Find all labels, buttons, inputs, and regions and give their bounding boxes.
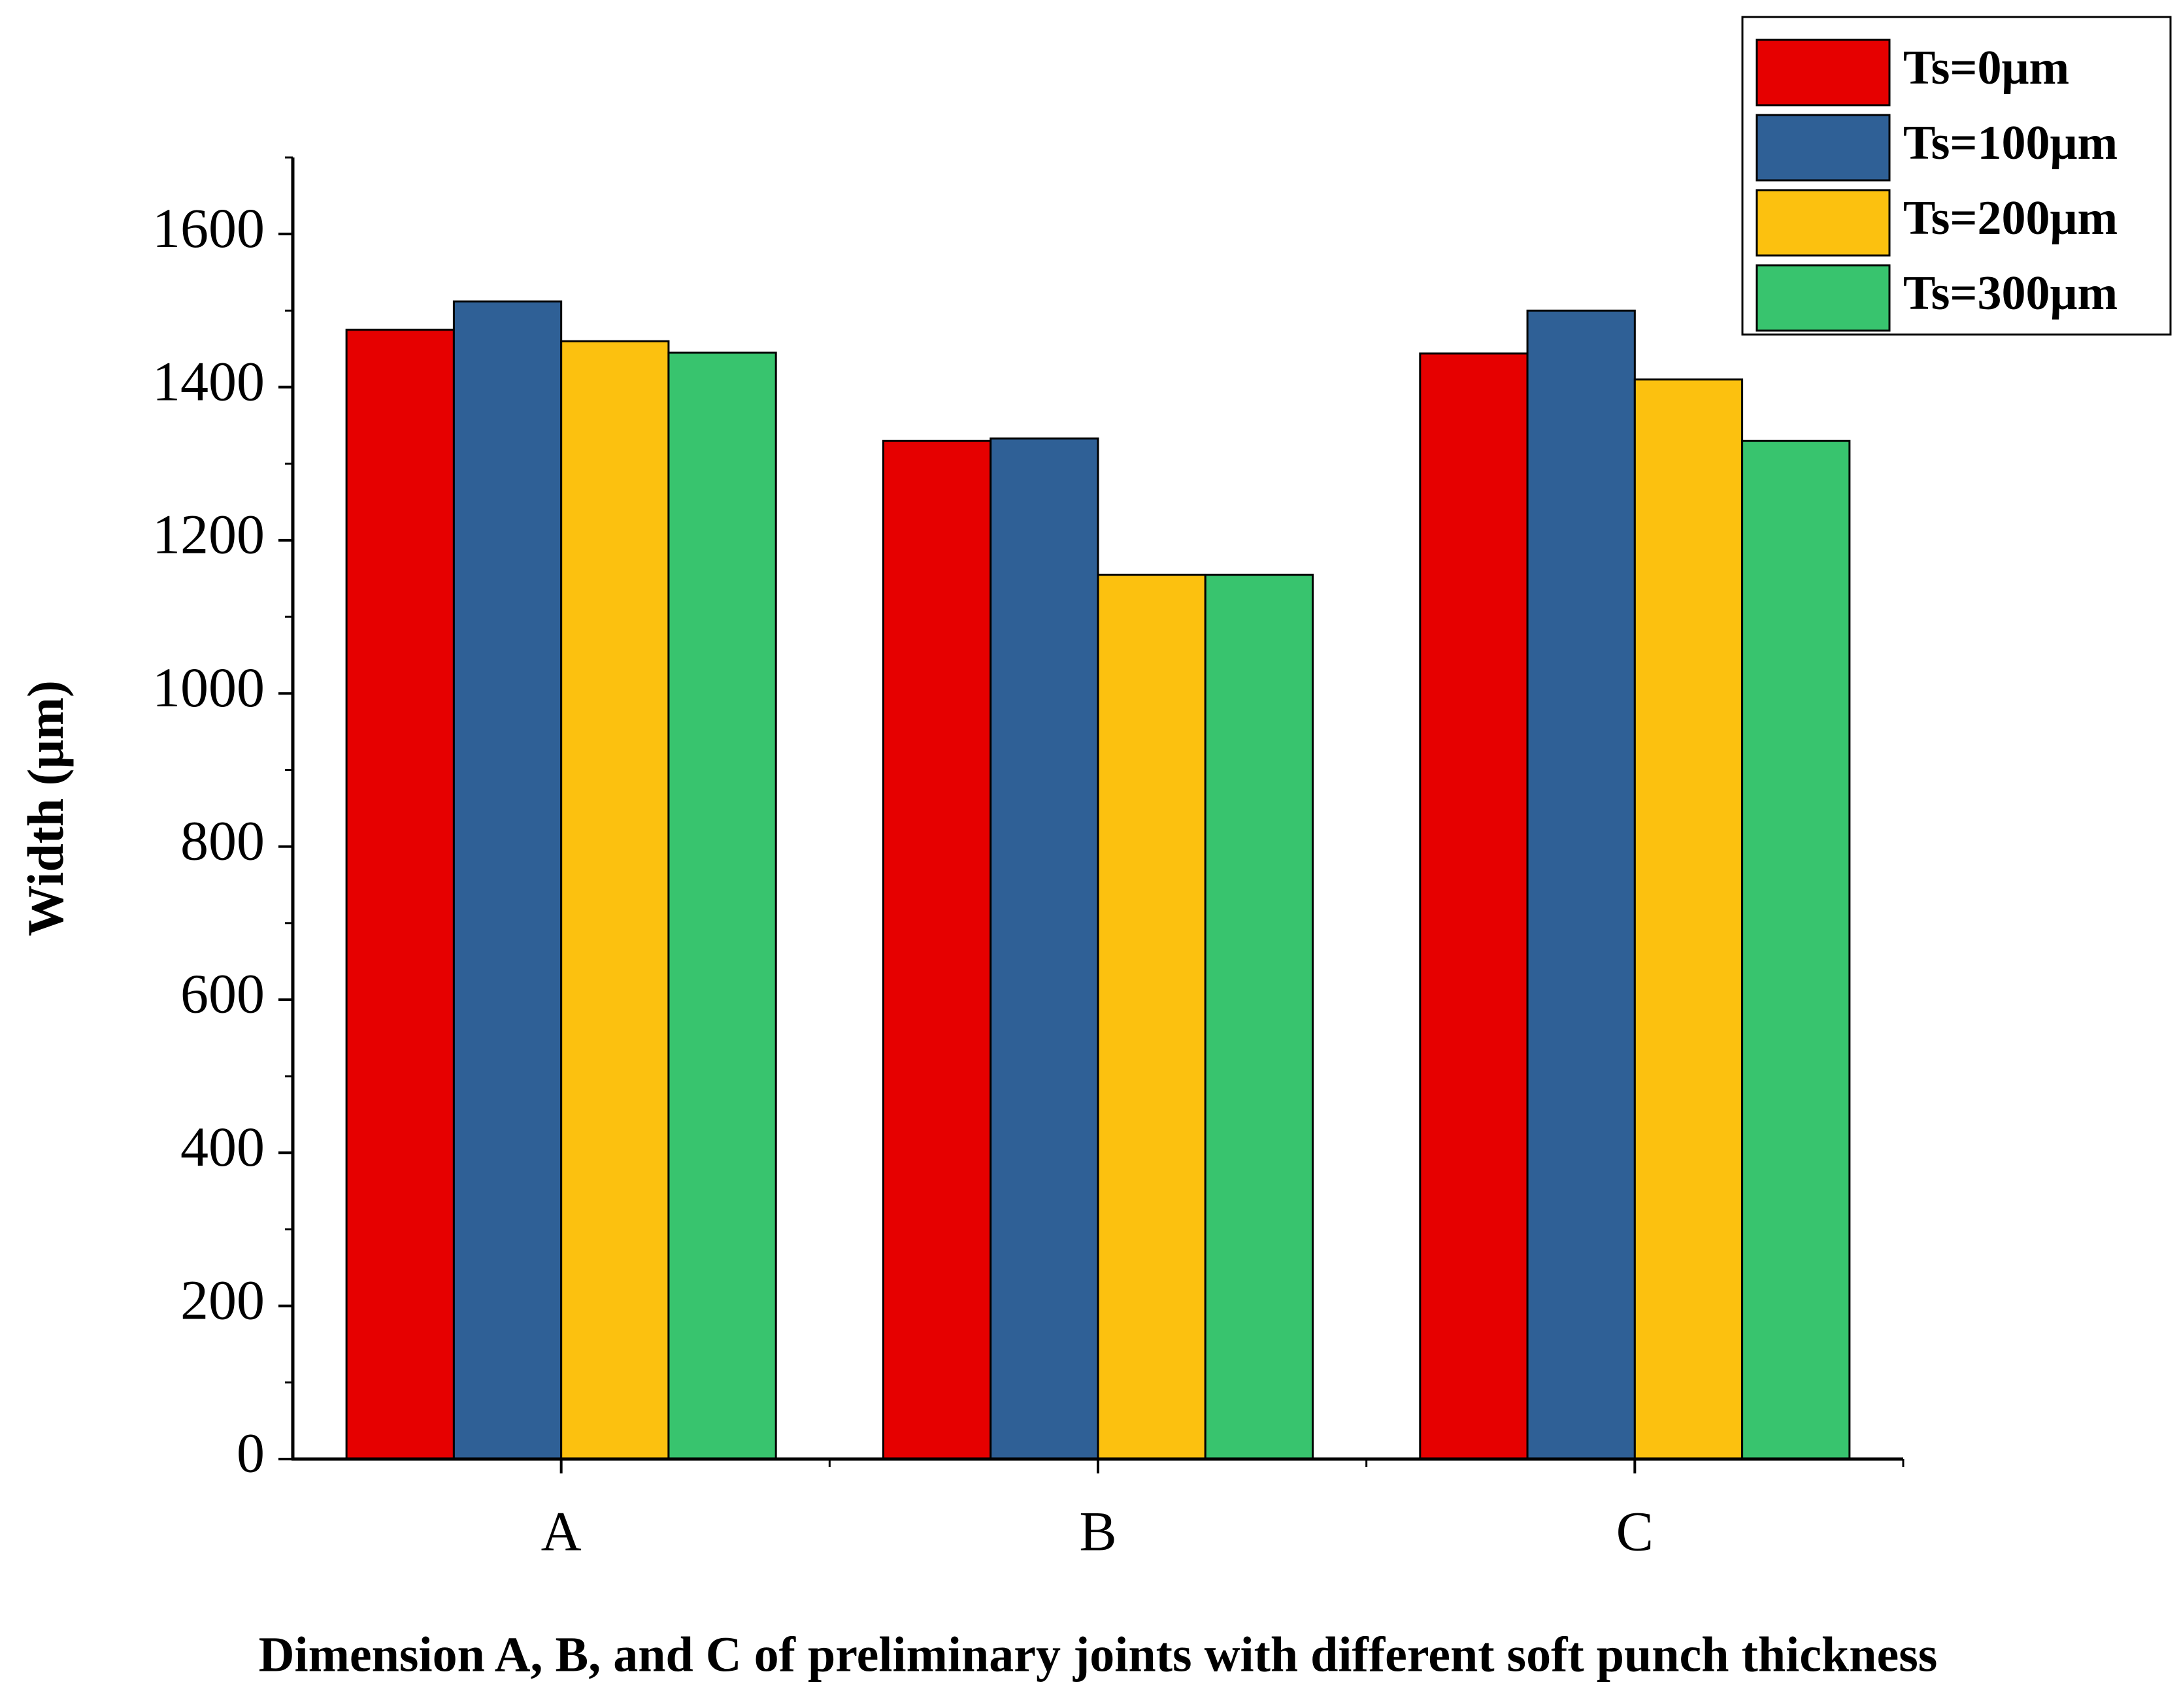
y-tick-label: 1200 — [152, 503, 265, 566]
bar — [1526, 309, 1636, 1460]
bar — [1097, 574, 1206, 1460]
legend-swatch — [1755, 114, 1891, 182]
legend-label: Ts=0μm — [1903, 41, 2069, 95]
y-tick-label: 200 — [180, 1268, 265, 1331]
y-tick-label: 1600 — [152, 197, 265, 259]
bar — [667, 352, 777, 1460]
bar — [1419, 352, 1529, 1460]
x-axis-label: Dimension A, B, and C of preliminary joi… — [259, 1627, 1938, 1682]
bar — [345, 329, 455, 1460]
y-axis-label: Width (μm) — [17, 680, 74, 936]
y-tick-label: 1000 — [152, 656, 265, 719]
y-tick-label: 800 — [180, 809, 265, 872]
bar — [990, 437, 1099, 1460]
y-tick-label: 600 — [180, 962, 265, 1025]
legend-label: Ts=200μm — [1903, 191, 2118, 245]
bar — [560, 340, 670, 1460]
y-tick-label: 1400 — [152, 350, 265, 412]
x-tick-label: C — [1616, 1500, 1654, 1563]
legend-swatch — [1755, 39, 1891, 107]
y-tick-label: 400 — [180, 1115, 265, 1178]
bar — [882, 440, 992, 1460]
y-tick-label: 0 — [237, 1422, 265, 1485]
legend-swatch — [1755, 264, 1891, 332]
bar — [1204, 574, 1314, 1460]
legend-swatch — [1755, 189, 1891, 257]
x-tick-label: B — [1079, 1500, 1116, 1563]
legend-label: Ts=300μm — [1903, 267, 2118, 320]
x-tick-label: A — [541, 1500, 582, 1563]
bar — [452, 300, 563, 1460]
legend-label: Ts=100μm — [1903, 116, 2118, 170]
bar — [1633, 378, 1744, 1460]
bar — [1741, 440, 1851, 1460]
